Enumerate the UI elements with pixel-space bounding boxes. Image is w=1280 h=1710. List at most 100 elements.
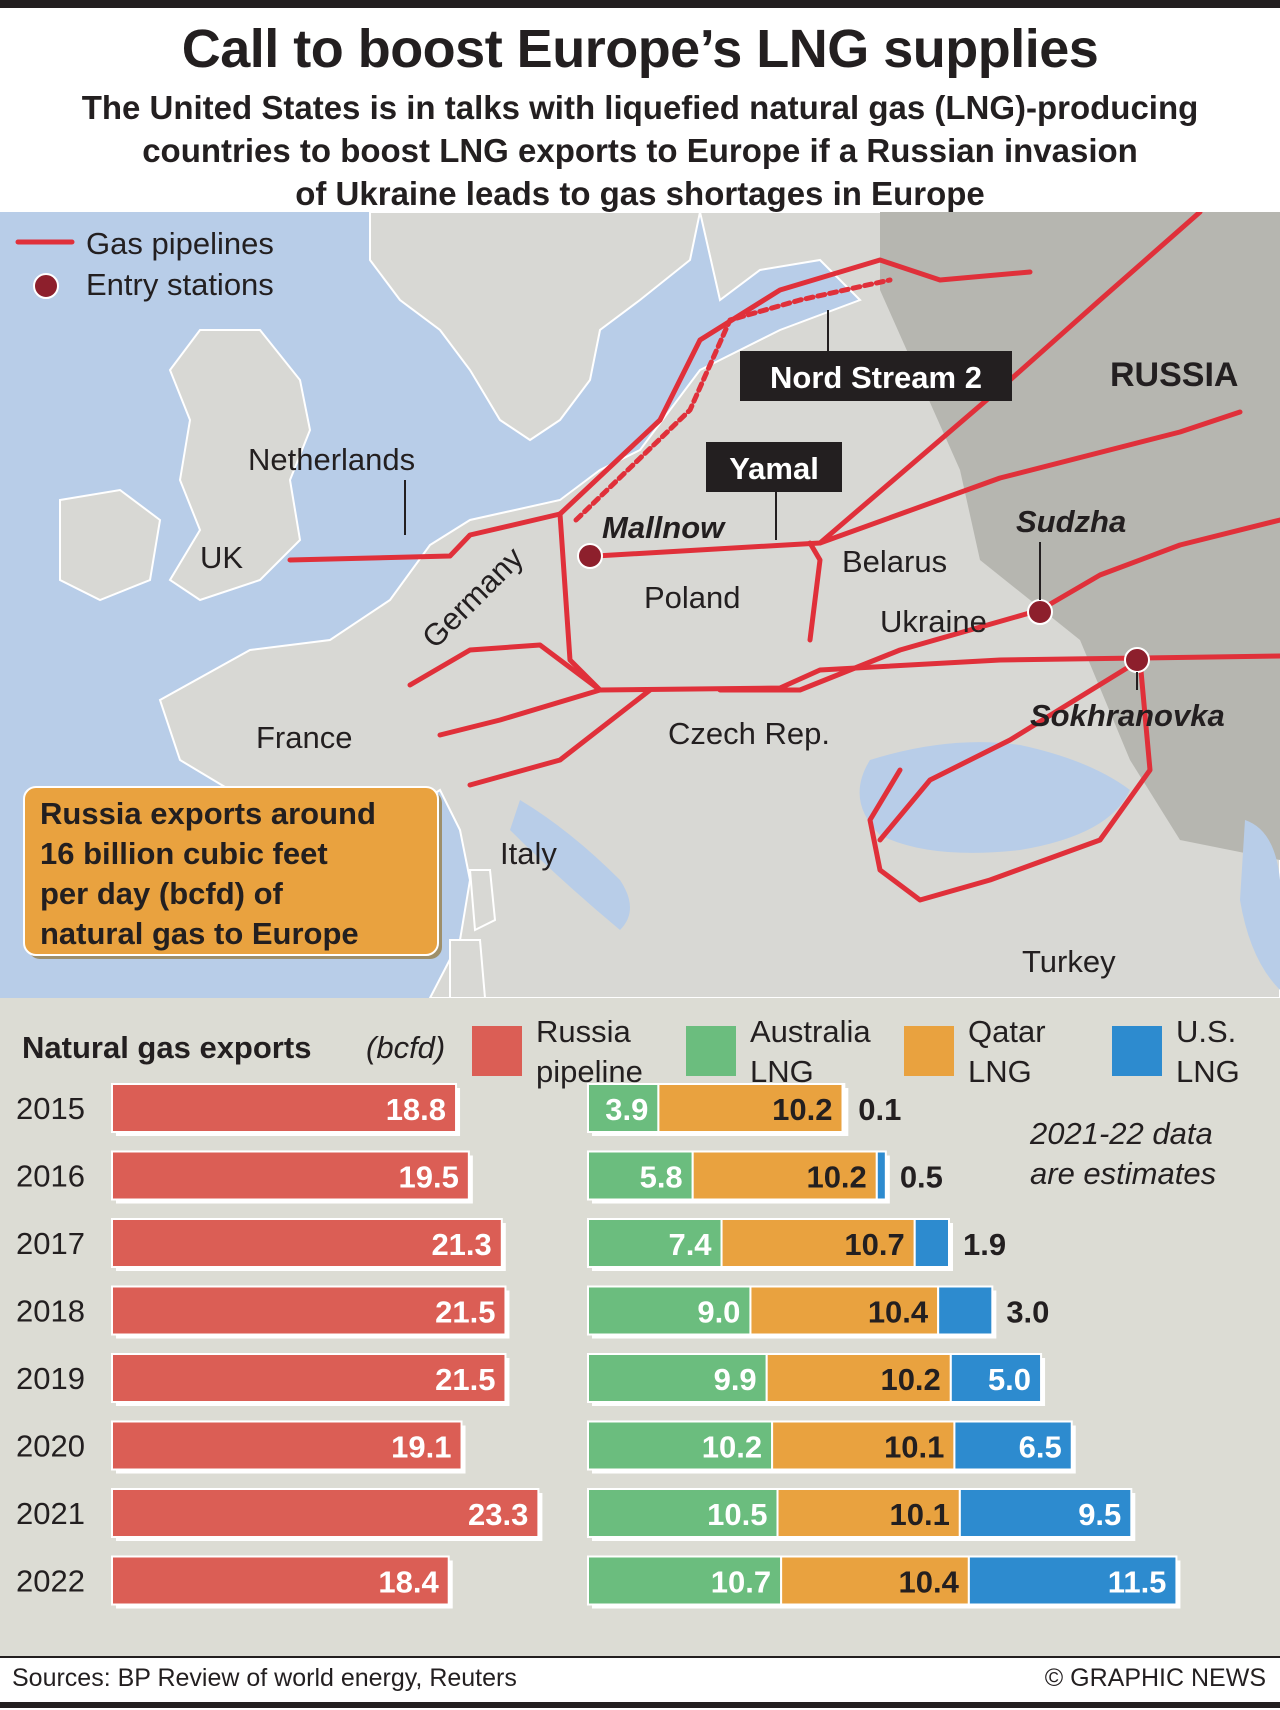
bar-australia-lng xyxy=(587,1353,768,1403)
bar-qatar-lng xyxy=(771,1420,956,1471)
black-sea xyxy=(859,742,1130,853)
value-label-australia-lng: 7.4 xyxy=(668,1227,712,1262)
value-label-australia-lng: 10.5 xyxy=(707,1497,767,1532)
label-sokhranovka: Sokhranovka xyxy=(1030,698,1225,733)
value-label-russia: 18.8 xyxy=(386,1092,446,1127)
bar-australia-lng xyxy=(587,1420,774,1471)
row-2021: 2021 23.3 10.5 10.1 9.5 xyxy=(16,1488,1136,1541)
pipeline-sudzha xyxy=(717,607,1043,693)
value-label-qatar-lng: 10.2 xyxy=(806,1160,866,1195)
bar-russia-pipeline xyxy=(111,1555,450,1606)
uk-island xyxy=(168,329,312,602)
caspian-sea xyxy=(1240,820,1280,990)
year-label: 2019 xyxy=(16,1361,85,1396)
callout-line-3: per day (bcfd) of xyxy=(40,876,284,911)
legend-swatch-u-s-lng xyxy=(1112,1026,1162,1076)
label-france: France xyxy=(256,720,352,755)
legend-swatch-russia-pipeline xyxy=(472,1026,522,1076)
bar-u-s-lng xyxy=(841,1083,846,1133)
bar-australia-lng xyxy=(587,1150,694,1201)
bar-qatar-lng xyxy=(776,1488,961,1538)
ireland-island xyxy=(59,488,162,602)
subtitle-line-3: of Ukraine leads to gas shortages in Eur… xyxy=(295,175,985,212)
year-label: 2015 xyxy=(16,1091,85,1126)
exports-callout: Russia exports around 16 billion cubic f… xyxy=(23,786,442,959)
pipeline-yamal xyxy=(593,409,1243,559)
value-label-u-s-lng: 0.5 xyxy=(900,1160,943,1195)
value-label-u-s-lng: 1.9 xyxy=(963,1227,1006,1262)
subtitle: The United States is in talks with lique… xyxy=(20,86,1260,215)
bar-u-s-lng xyxy=(875,1150,887,1201)
chart-rows: 2015 18.8 3.9 10.2 0.1 2016 19.5 5.8 10.2 0.5 2017… xyxy=(16,1083,1181,1609)
bar-u-s-lng xyxy=(953,1420,1073,1471)
bar-russia-pipeline xyxy=(111,1285,507,1336)
legend-label-qatar-lng: LNG xyxy=(968,1054,1032,1089)
value-label-russia: 19.1 xyxy=(391,1430,451,1465)
station-sudzha-dot xyxy=(1027,599,1053,625)
leader-lines xyxy=(404,310,1138,690)
label-netherlands: Netherlands xyxy=(248,442,415,477)
row-2020: 2020 19.1 10.2 10.1 6.5 xyxy=(16,1420,1076,1474)
map-legend: Gas pipelines Entry stations xyxy=(15,226,274,302)
yamal-label: Yamal xyxy=(729,451,819,486)
year-label: 2020 xyxy=(16,1429,85,1464)
callout-line-1: Russia exports around xyxy=(40,796,376,831)
year-label: 2021 xyxy=(16,1496,85,1531)
credit: © GRAPHIC NEWS xyxy=(1044,1664,1266,1692)
pipeline-czech-italy xyxy=(467,687,653,788)
bar-russia-pipeline xyxy=(111,1353,507,1403)
value-label-russia: 19.5 xyxy=(399,1160,459,1195)
page-title: Call to boost Europe’s LNG supplies xyxy=(181,19,1099,79)
row-2018: 2018 21.5 9.0 10.4 3.0 xyxy=(16,1285,1049,1339)
nord-stream-2-label: Nord Stream 2 xyxy=(770,360,982,395)
exports-chart: Natural gas exports (bcfd) Russiapipelin… xyxy=(16,1014,1240,1609)
year-label: 2016 xyxy=(16,1159,85,1194)
subtitle-line-2: countries to boost LNG exports to Europe… xyxy=(142,132,1138,169)
bar-russia-pipeline xyxy=(111,1420,463,1471)
value-label-australia-lng: 5.8 xyxy=(640,1160,683,1195)
pipeline-nord-stream xyxy=(557,257,1033,517)
value-label-russia: 23.3 xyxy=(468,1497,528,1532)
label-belarus: Belarus xyxy=(842,544,947,579)
yamal-tag: Yamal xyxy=(706,442,842,492)
row-2015: 2015 18.8 3.9 10.2 0.1 xyxy=(16,1083,901,1136)
value-label-russia: 21.5 xyxy=(435,1295,495,1330)
sardinia-island xyxy=(449,939,487,998)
chart-legend: RussiapipelineAustraliaLNGQatarLNGU.S.LN… xyxy=(472,1014,1240,1089)
bar-u-s-lng xyxy=(967,1555,1178,1606)
label-ukraine: Ukraine xyxy=(880,604,987,639)
region-labels: RUSSIA Netherlands UK Germany Poland Bel… xyxy=(200,356,1238,979)
station-sokhranovka-dot xyxy=(1124,647,1150,673)
pipeline-map: Gas pipelines Entry stations Nord Stream… xyxy=(0,212,1280,998)
bar-australia-lng xyxy=(587,1285,752,1336)
bottom-rule xyxy=(0,1702,1280,1708)
station-legend-swatch xyxy=(33,273,59,299)
bar-russia-pipeline xyxy=(111,1488,540,1538)
year-label: 2018 xyxy=(16,1294,85,1329)
value-label-u-s-lng: 3.0 xyxy=(1006,1295,1049,1330)
year-label: 2017 xyxy=(16,1226,85,1261)
row-2019: 2019 21.5 9.9 10.2 5.0 xyxy=(16,1353,1046,1406)
label-czech: Czech Rep. xyxy=(668,716,830,751)
value-label-qatar-lng: 10.2 xyxy=(772,1092,832,1127)
pipeline-turkstream xyxy=(877,657,1143,843)
bar-russia-pipeline xyxy=(111,1150,470,1201)
footer xyxy=(0,1656,1280,1710)
station-mallnow-dot xyxy=(577,543,603,569)
callout-line-2: 16 billion cubic feet xyxy=(40,836,328,871)
value-label-russia: 21.3 xyxy=(431,1227,491,1262)
estimate-note: 2021-22 data are estimates xyxy=(1029,1116,1216,1191)
pipelines xyxy=(287,212,1280,903)
pipeline-sudzha-east xyxy=(1037,517,1280,613)
value-label-qatar-lng: 10.4 xyxy=(899,1565,960,1600)
label-russia: RUSSIA xyxy=(1110,356,1238,394)
value-label-australia-lng: 9.9 xyxy=(714,1362,757,1397)
legend-pipelines: Gas pipelines xyxy=(86,226,274,261)
value-label-qatar-lng: 10.7 xyxy=(844,1227,904,1262)
label-poland: Poland xyxy=(644,580,741,615)
callout-line-4: natural gas to Europe xyxy=(40,916,359,951)
value-label-u-s-lng: 6.5 xyxy=(1019,1430,1062,1465)
entry-stations xyxy=(577,543,1150,673)
row-2017: 2017 21.3 7.4 10.7 1.9 xyxy=(16,1218,1006,1271)
